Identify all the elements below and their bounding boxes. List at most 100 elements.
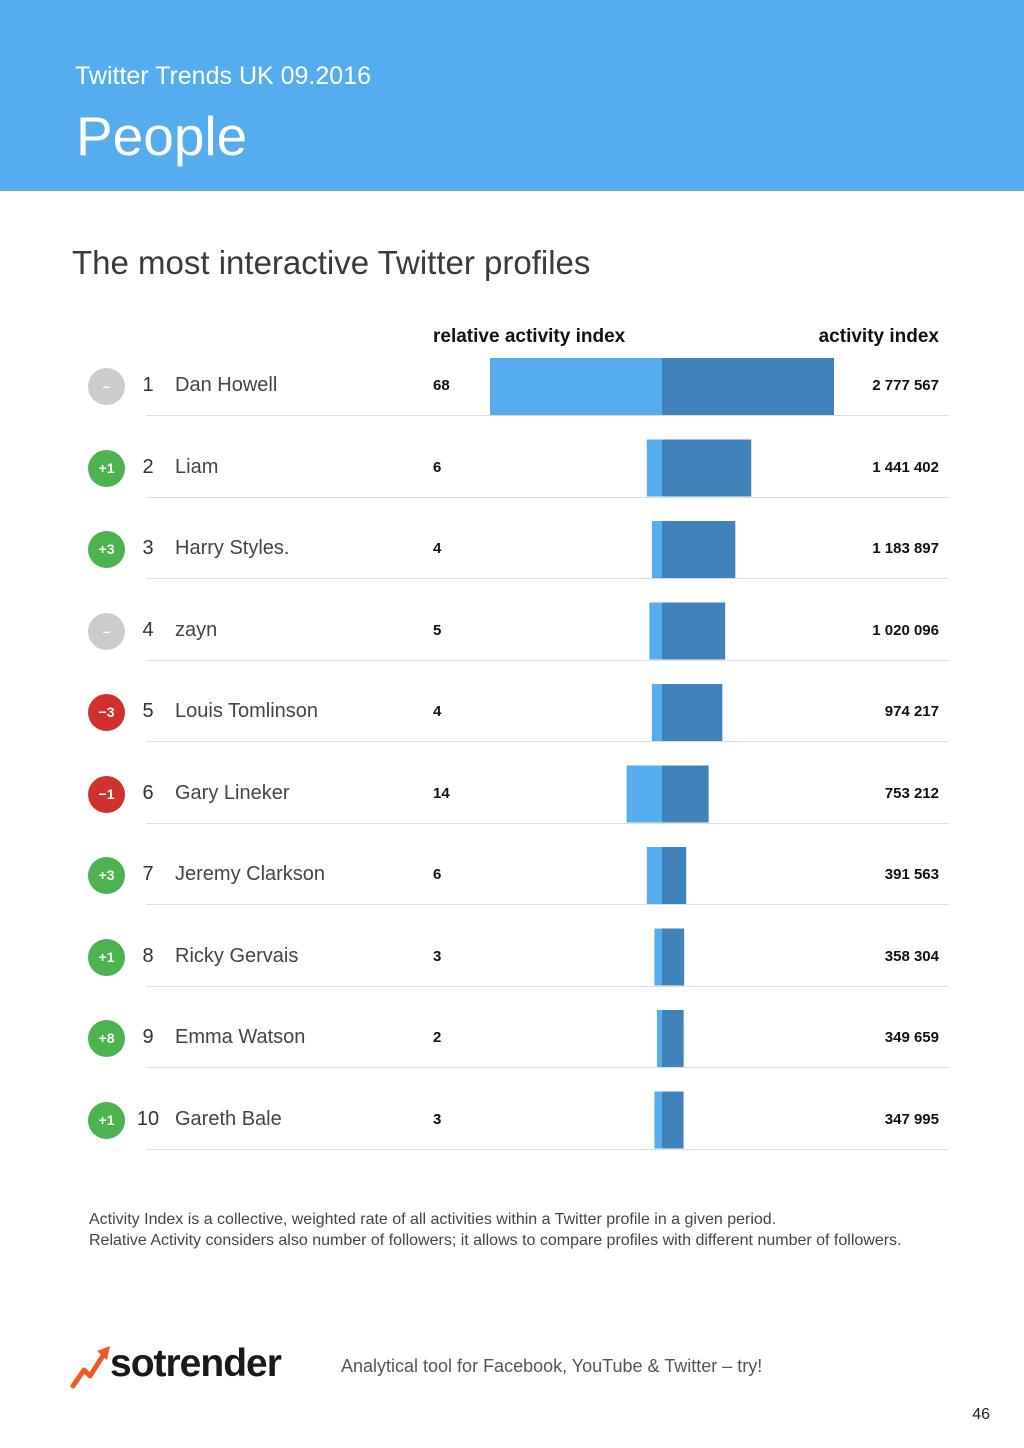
- activity-index-bar: [662, 684, 723, 741]
- rank-number: 1: [142, 374, 154, 396]
- row-divider: [146, 904, 949, 905]
- relative-activity-bar: [656, 1010, 662, 1067]
- activity-index-value: 349 659: [884, 1029, 939, 1046]
- row-divider: [146, 496, 949, 498]
- table-row: +8 9 Emma Watson 2 349 659: [0, 1010, 1024, 1092]
- row-divider: [146, 822, 949, 824]
- activity-index-bar: [662, 928, 685, 986]
- activity-index-value: 2 777 567: [872, 377, 939, 394]
- row-divider: [146, 415, 949, 416]
- profile-name: Ricky Gervais: [175, 944, 299, 967]
- relative-activity-bar: [646, 439, 662, 497]
- activity-index-bar: [662, 439, 752, 497]
- relative-activity-value: 6: [433, 866, 442, 883]
- relative-activity-header: relative activity index: [433, 326, 626, 347]
- profile-name: Dan Howell: [175, 374, 278, 396]
- relative-activity-bar: [490, 358, 662, 415]
- activity-index-bar: [662, 847, 687, 904]
- relative-activity-bar: [626, 765, 662, 823]
- rank-number: 6: [142, 781, 154, 804]
- trend-arrow-icon: [70, 1346, 110, 1389]
- footnote-activity-index: Activity Index is a collective, weighted…: [89, 1211, 777, 1228]
- footer-tagline: Analytical tool for Facebook, YouTube & …: [341, 1356, 763, 1376]
- rank-number: 7: [142, 863, 154, 885]
- profile-name: Liam: [175, 455, 219, 478]
- table-row: –1 Dan Howell 68 2 777 567: [0, 358, 1024, 440]
- sotrender-logo: sotrender: [70, 1342, 310, 1392]
- row-divider: [146, 659, 949, 661]
- profile-name: Gary Lineker: [175, 781, 290, 804]
- table-row: +1 10 Gareth Bale 3 347 995: [0, 1092, 1024, 1174]
- relative-activity-value: 68: [433, 377, 450, 394]
- table-row: +1 8 Ricky Gervais 3 358 304: [0, 929, 1024, 1011]
- profile-name: zayn: [175, 618, 218, 641]
- profile-name: Emma Watson: [175, 1026, 306, 1048]
- relative-activity-bar: [654, 928, 662, 986]
- profile-name: Jeremy Clarkson: [175, 863, 326, 885]
- rank-change-badge: +1: [88, 449, 125, 487]
- row-divider: [146, 578, 949, 579]
- relative-activity-bar: [651, 684, 662, 741]
- activity-index-bar: [662, 358, 834, 415]
- rank-change-badge: +1: [88, 1101, 125, 1139]
- relative-activity-value: 14: [433, 784, 450, 802]
- footnote-relative-activity: Relative Activity considers also number …: [89, 1232, 902, 1249]
- activity-index-value: 347 995: [884, 1110, 939, 1128]
- relative-activity-value: 3: [433, 947, 442, 965]
- activity-index-value: 1 020 096: [872, 621, 939, 639]
- activity-index-bar: [662, 602, 726, 660]
- activity-index-value: 358 304: [884, 947, 939, 965]
- profile-name: Harry Styles.: [175, 537, 290, 559]
- rank-change-badge: –: [88, 612, 125, 650]
- rank-number: 3: [142, 537, 154, 559]
- relative-activity-value: 5: [433, 621, 442, 639]
- row-divider: [146, 741, 949, 742]
- rank-number: 4: [142, 618, 154, 641]
- relative-activity-bar: [649, 602, 662, 660]
- rank-number: 2: [142, 455, 154, 478]
- relative-activity-bar: [646, 847, 662, 904]
- relative-activity-value: 4: [433, 540, 442, 557]
- table-row: –4 zayn 5 1 020 096: [0, 603, 1024, 685]
- rank-number: 5: [142, 700, 154, 722]
- relative-activity-value: 4: [433, 703, 442, 720]
- activity-index-value: 391 563: [884, 866, 939, 883]
- rank-change-badge: +3: [88, 857, 125, 894]
- activity-index-value: 1 441 402: [872, 458, 939, 476]
- rank-number: 10: [136, 1107, 160, 1130]
- header-banner: Twitter Trends UK 09.2016 People: [0, 0, 1024, 191]
- header-subtitle: Twitter Trends UK 09.2016: [75, 62, 371, 90]
- rank-change-badge: +1: [88, 938, 125, 976]
- profile-name: Gareth Bale: [175, 1107, 282, 1130]
- header-title: People: [76, 105, 248, 167]
- profile-name: Louis Tomlinson: [175, 700, 319, 722]
- activity-index-bar: [662, 765, 709, 823]
- table-row: +1 2 Liam 6 1 441 402: [0, 440, 1024, 522]
- rank-change-badge: −1: [88, 775, 125, 813]
- activity-index-bar: [662, 521, 736, 578]
- relative-activity-bar: [651, 521, 662, 578]
- rank-change-badge: +3: [88, 531, 125, 568]
- table-row: −3 5 Louis Tomlinson 4 974 217: [0, 684, 1024, 766]
- table-row: +3 7 Jeremy Clarkson 6 391 563: [0, 847, 1024, 929]
- rank-change-badge: −3: [88, 694, 125, 731]
- relative-activity-value: 3: [433, 1110, 442, 1128]
- row-divider: [146, 985, 949, 987]
- relative-activity-value: 2: [433, 1029, 442, 1046]
- table-row: +3 3 Harry Styles. 4 1 183 897: [0, 521, 1024, 603]
- row-divider: [146, 1148, 949, 1150]
- rank-number: 9: [142, 1026, 154, 1048]
- table-row: −1 6 Gary Lineker 14 753 212: [0, 766, 1024, 848]
- logo-text: sotrender: [110, 1342, 282, 1385]
- activity-index-value: 753 212: [884, 784, 939, 802]
- activity-index-bar: [662, 1010, 684, 1067]
- relative-activity-value: 6: [433, 458, 442, 476]
- relative-activity-bar: [654, 1091, 662, 1149]
- rank-number: 8: [142, 944, 154, 967]
- row-divider: [146, 1067, 949, 1068]
- rank-change-badge: +8: [88, 1020, 125, 1057]
- activity-index-value: 1 183 897: [872, 540, 939, 557]
- activity-index-bar: [662, 1091, 684, 1149]
- activity-index-value: 974 217: [884, 703, 939, 720]
- activity-index-header: activity index: [818, 326, 939, 347]
